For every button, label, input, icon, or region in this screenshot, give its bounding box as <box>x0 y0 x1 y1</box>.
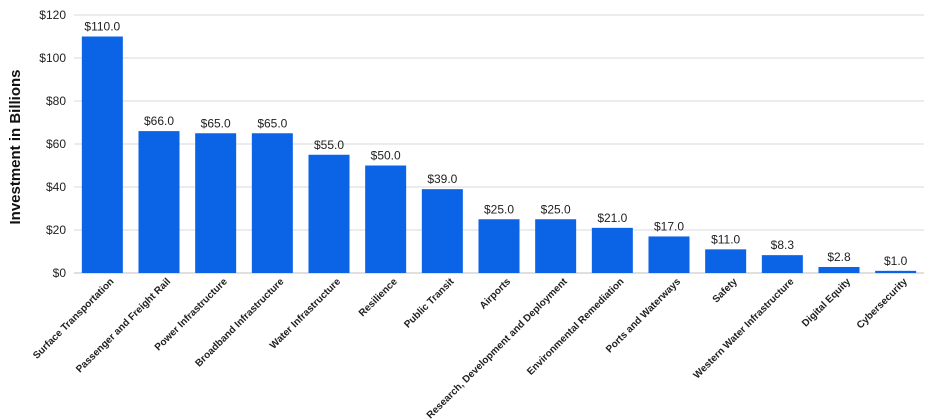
y-tick-label: $120 <box>39 8 66 22</box>
bars <box>81 36 917 273</box>
y-tick-label: $20 <box>46 223 66 237</box>
y-tick-label: $100 <box>39 51 66 65</box>
bar <box>761 255 803 273</box>
bar <box>875 270 917 273</box>
bar <box>421 189 463 273</box>
y-axis-title: Investment in Billions <box>7 69 24 224</box>
bar <box>591 227 633 273</box>
bar <box>705 249 747 273</box>
bar-value-label: $17.0 <box>654 219 684 233</box>
bar-value-label: $11.0 <box>711 232 740 246</box>
bar-value-label: $50.0 <box>371 149 401 163</box>
category-label: Passenger and Freight Rail <box>74 276 173 375</box>
category-label: Western Water Infrastructure <box>692 276 797 381</box>
y-tick-label: $80 <box>46 94 66 108</box>
bar <box>81 36 123 273</box>
bar-value-label: $25.0 <box>541 202 571 216</box>
category-label: Cybersecurity <box>855 276 910 331</box>
category-label: Environmental Remediation <box>525 276 626 377</box>
category-label: Public Transit <box>402 276 457 331</box>
category-label: Safety <box>711 276 740 305</box>
bar-value-label: $110.0 <box>84 20 120 34</box>
bar-value-label: $39.0 <box>427 172 457 186</box>
bar-value-label: $65.0 <box>201 116 231 130</box>
bar <box>648 236 690 273</box>
bar <box>365 165 407 273</box>
bar-value-label: $21.0 <box>597 211 627 225</box>
category-label: Airports <box>478 276 514 312</box>
bar-value-label: $1.0 <box>884 254 908 268</box>
bar <box>478 219 520 273</box>
bar <box>535 219 577 273</box>
y-tick-label: $0 <box>53 266 67 280</box>
category-label: Resilience <box>357 276 400 319</box>
bar-value-label: $8.3 <box>771 238 795 252</box>
bar <box>251 133 293 273</box>
y-tick-label: $60 <box>46 137 66 151</box>
category-label: Digital Equity <box>800 276 853 329</box>
data-labels: $110.0 $66.0 $65.0 $65.0 $55.0 $50.0 $39.0 $25.… <box>84 20 907 268</box>
bar-value-label: $65.0 <box>257 116 287 130</box>
y-axis-ticks: $0 $20 $40 $60 $80 $100 $120 <box>39 8 66 280</box>
bar-value-label: $2.8 <box>827 250 851 264</box>
bar-value-label: $55.0 <box>314 138 344 152</box>
y-tick-label: $40 <box>46 180 66 194</box>
bar <box>195 133 237 273</box>
bar-value-label: $66.0 <box>144 114 174 128</box>
bar <box>818 266 860 273</box>
bar <box>308 154 350 273</box>
bar-value-label: $25.0 <box>484 202 514 216</box>
bar <box>138 131 180 273</box>
